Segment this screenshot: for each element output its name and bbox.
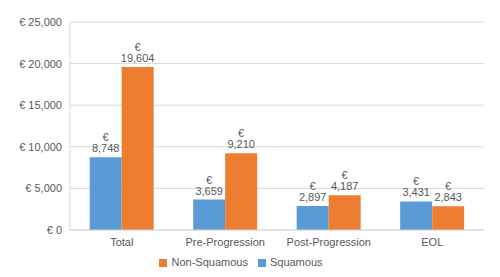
svg-text:€2,843: €2,843 [434, 180, 462, 203]
svg-text:€9,210: €9,210 [227, 127, 255, 150]
svg-text:€ 15,000: € 15,000 [19, 99, 62, 111]
svg-text:€3,659: €3,659 [195, 174, 223, 197]
svg-text:Pre-Progression: Pre-Progression [186, 236, 265, 248]
svg-text:€ 5,000: € 5,000 [25, 182, 62, 194]
svg-text:Total: Total [110, 236, 133, 248]
svg-text:€2,897: €2,897 [299, 180, 327, 203]
svg-text:€ 25,000: € 25,000 [19, 16, 62, 28]
svg-text:€19,604: €19,604 [121, 41, 155, 64]
svg-text:€3,431: €3,431 [402, 175, 430, 198]
svg-text:EOL: EOL [421, 236, 443, 248]
html-text:Squamous: Squamous [269, 256, 323, 268]
svg-text:€ 20,000: € 20,000 [19, 58, 62, 70]
svg-text:€4,187: €4,187 [331, 169, 359, 192]
svg-text:Post-Progression: Post-Progression [287, 236, 371, 248]
svg-text:€ 0: € 0 [47, 224, 62, 236]
svg-text:€ 10,000: € 10,000 [19, 141, 62, 153]
svg-text:€8,748: €8,748 [92, 131, 120, 154]
html-text:Non-Squamous: Non-Squamous [171, 256, 248, 268]
